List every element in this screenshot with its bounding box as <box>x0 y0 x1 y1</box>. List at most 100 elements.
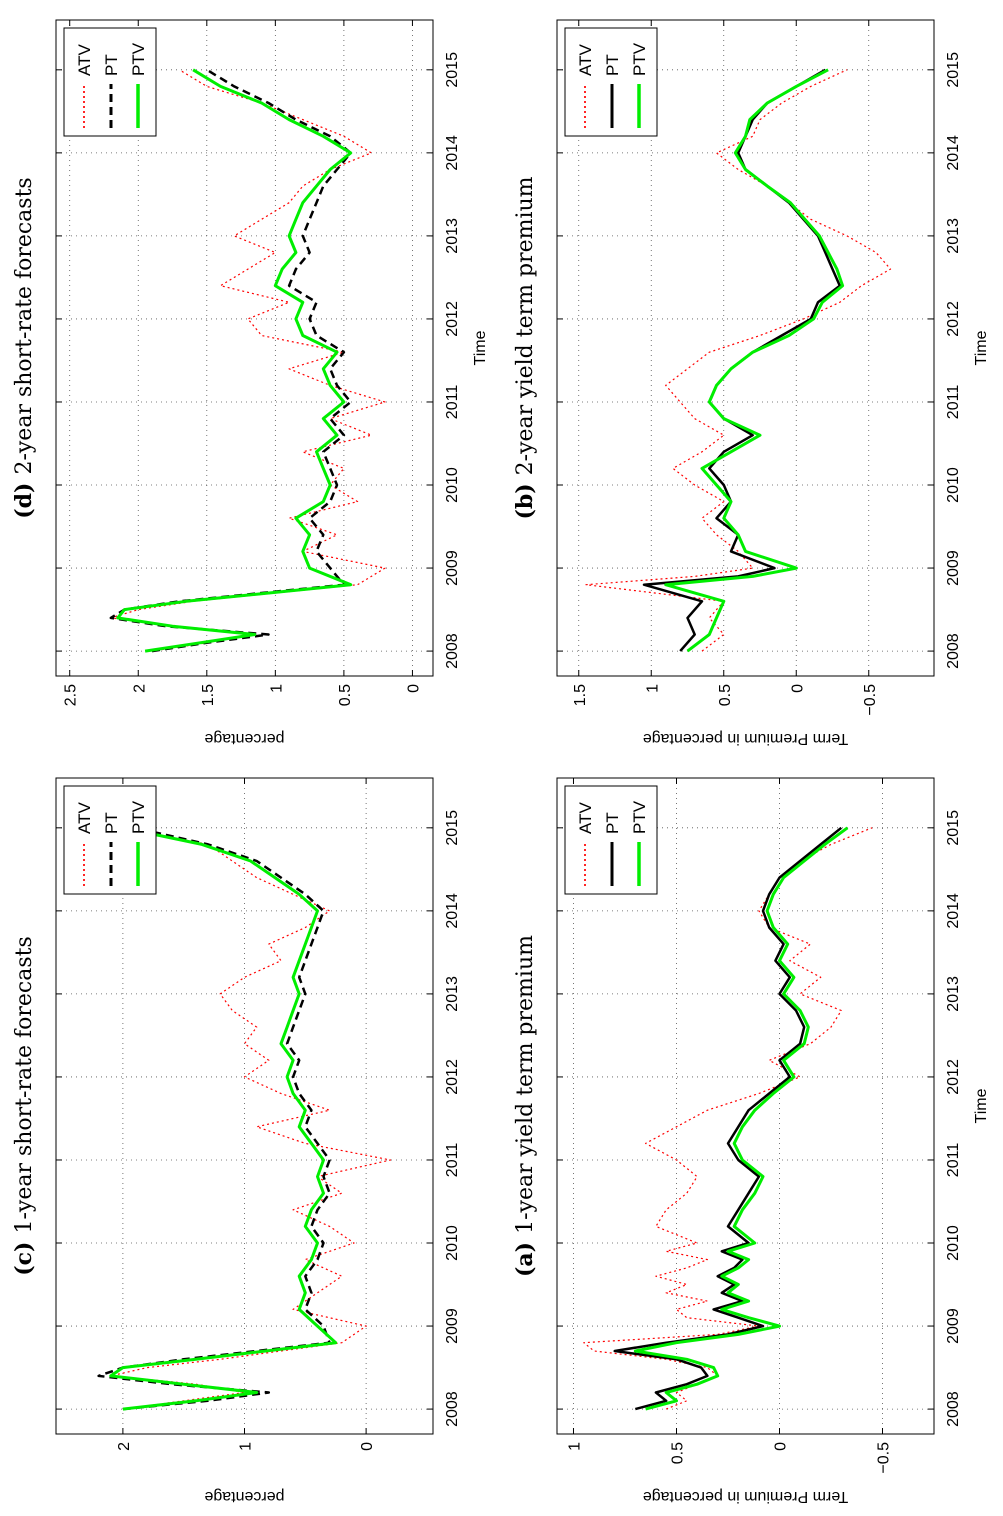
legend: ATV PT PTV <box>63 785 157 895</box>
x-tick-label: 2015 <box>945 52 962 88</box>
legend-label-ptv: PTV <box>129 800 148 834</box>
x-tick-label: 2014 <box>945 893 962 929</box>
x-tick-label: 2012 <box>444 1059 461 1095</box>
x-axis-label: Time <box>472 330 489 365</box>
x-tick-label: 2009 <box>444 550 461 586</box>
x-tick-label: 2013 <box>945 976 962 1012</box>
series-line-ptv <box>109 826 338 1411</box>
x-tick-label: 2015 <box>444 810 461 846</box>
y-tick-label: 1.5 <box>572 684 589 706</box>
legend-label-atv: ATV <box>576 44 595 76</box>
legend-label-ptv: PTV <box>630 800 649 834</box>
x-tick-label: 2010 <box>444 467 461 503</box>
plot-frame <box>556 19 935 677</box>
y-tick-label: −0.5 <box>862 684 879 716</box>
plot-frame <box>55 19 434 677</box>
x-tick-label: 2009 <box>945 1308 962 1344</box>
panel-label: (a) <box>512 1242 538 1277</box>
x-tick-label: 2014 <box>444 135 461 171</box>
y-tick-label: 1 <box>238 1442 255 1451</box>
x-tick-label: 2009 <box>444 1308 461 1344</box>
plot-frame <box>556 777 935 1435</box>
x-tick-label: 2014 <box>945 135 962 171</box>
x-tick-label: 2011 <box>444 1143 461 1178</box>
y-tick-label: 0 <box>789 684 806 693</box>
x-tick-label: 2011 <box>945 1143 962 1178</box>
legend-label-pt: PT <box>102 54 121 76</box>
y-tick-label: 0.5 <box>717 684 734 706</box>
chart-title: (b) 2-year yield term premium <box>512 176 538 519</box>
legend-label-atv: ATV <box>75 802 94 834</box>
x-tick-label: 2015 <box>444 52 461 88</box>
y-tick-label: 1 <box>268 684 285 693</box>
y-tick-label: 1 <box>644 684 661 693</box>
x-tick-label: 2010 <box>945 1225 962 1261</box>
panel-label: (c) <box>11 1242 37 1276</box>
legend-label-ptv: PTV <box>630 42 649 76</box>
chart-panel-a: (a) 1-year yield term premium 2008 2009 2010… <box>502 758 1003 1516</box>
panel-label: (d) <box>11 483 37 519</box>
series-line-ptv <box>116 68 353 653</box>
title-text: 1-year short-rate forecasts <box>12 936 37 1233</box>
x-tick-label: 2009 <box>945 550 962 586</box>
x-tick-label: 2015 <box>945 810 962 846</box>
x-tick-label: 2013 <box>444 218 461 254</box>
series-line-ptv <box>633 826 849 1411</box>
legend: ATV PT PTV <box>63 27 157 137</box>
chart-svg: (b) 2-year yield term premium 2008 2009 2010… <box>512 19 990 747</box>
x-tick-label: 2008 <box>945 1391 962 1427</box>
y-axis-label: percentage <box>204 730 284 747</box>
x-tick-label: 2011 <box>444 385 461 420</box>
y-tick-label: 1 <box>566 1442 583 1451</box>
chart-title: (a) 1-year yield term premium <box>512 935 538 1277</box>
chart-panel-b: (b) 2-year yield term premium 2008 2009 2010… <box>502 0 1003 758</box>
legend: ATV PT PTV <box>564 785 658 895</box>
x-tick-label: 2014 <box>444 893 461 929</box>
x-tick-label: 2012 <box>945 1059 962 1095</box>
legend-label-ptv: PTV <box>129 42 148 76</box>
x-tick-label: 2010 <box>444 1225 461 1261</box>
chart-panel-d: (d)2-year short-rate forecasts 2008 2009 20… <box>1 0 502 758</box>
chart-panel-c: (c)1-year short-rate forecasts 2008 2009 20… <box>1 758 502 1516</box>
chart-svg: (d)2-year short-rate forecasts 2008 2009 20… <box>11 19 489 747</box>
y-tick-label: 0.5 <box>669 1442 686 1464</box>
x-tick-label: 2008 <box>444 633 461 669</box>
x-tick-label: 2012 <box>444 301 461 337</box>
title-text: 1-year yield term premium <box>513 935 538 1234</box>
series-line-atv <box>583 827 873 1410</box>
x-tick-label: 2012 <box>945 301 962 337</box>
chart-svg: (a) 1-year yield term premium 2008 2009 2010… <box>512 777 990 1505</box>
y-tick-label: 2.5 <box>63 684 80 706</box>
legend-label-pt: PT <box>603 54 622 76</box>
x-tick-label: 2008 <box>945 633 962 669</box>
chart-svg: (c)1-year short-rate forecasts2008200920… <box>11 777 461 1505</box>
y-axis-label: Term Premium in percentage <box>643 1488 849 1505</box>
y-tick-label: −0.5 <box>875 1442 892 1474</box>
x-tick-label: 2013 <box>945 218 962 254</box>
legend-label-atv: ATV <box>576 802 595 834</box>
legend: ATV PT PTV <box>564 27 658 137</box>
y-axis-label: percentage <box>204 1488 284 1505</box>
y-tick-label: 0 <box>359 1442 376 1451</box>
x-tick-label: 2008 <box>444 1391 461 1427</box>
y-tick-label: 0 <box>772 1442 789 1451</box>
x-tick-label: 2010 <box>945 467 962 503</box>
series-line-atv <box>110 827 391 1410</box>
y-tick-label: 1.5 <box>200 684 217 706</box>
title-text: 2-year yield term premium <box>513 176 538 475</box>
legend-label-pt: PT <box>603 812 622 834</box>
panel-label: (b) <box>512 483 538 519</box>
x-axis-label: Time <box>973 1088 990 1123</box>
chart-title: (d) 2-year short-rate forecasts <box>11 177 37 518</box>
y-tick-label: 0.5 <box>337 684 354 706</box>
x-tick-label: 2013 <box>444 976 461 1012</box>
series-line-pt <box>613 826 843 1411</box>
legend-label-pt: PT <box>102 812 121 834</box>
series-line-pt <box>97 826 331 1411</box>
legend-label-atv: ATV <box>75 44 94 76</box>
chart-title: (c) 1-year short-rate forecasts <box>11 936 37 1276</box>
y-tick-label: 0 <box>405 684 422 693</box>
y-tick-label: 2 <box>116 1442 133 1451</box>
x-tick-label: 2011 <box>945 385 962 420</box>
